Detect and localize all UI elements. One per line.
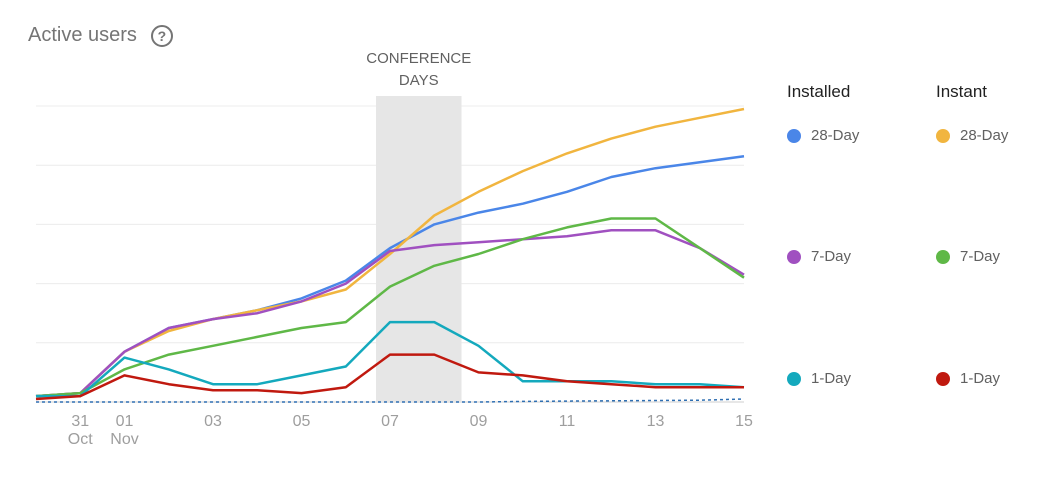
x-tick-label: 03 bbox=[204, 413, 222, 430]
legend-dot-icon bbox=[787, 371, 801, 386]
legend-instant-header: Instant bbox=[936, 82, 988, 101]
legend-item-instant-1-day[interactable]: 1-Day bbox=[936, 370, 1000, 387]
legend-dot-icon bbox=[936, 371, 950, 386]
series-line-baseline bbox=[36, 398, 745, 403]
legend-item-installed-28-day[interactable]: 28-Day bbox=[787, 127, 859, 144]
chart-title: Active users bbox=[28, 24, 137, 46]
legend-label: 28-Day bbox=[811, 127, 860, 144]
legend-item-instant-28-day[interactable]: 28-Day bbox=[936, 127, 1008, 144]
x-tick-label: 31 bbox=[71, 413, 89, 430]
x-tick-label-month: Oct bbox=[68, 431, 93, 448]
legend-dot-icon bbox=[936, 249, 950, 264]
chart-title-row: Active users ? bbox=[28, 24, 173, 47]
annotation-label-line2: DAYS bbox=[399, 72, 439, 89]
legend-item-instant-7-day[interactable]: 7-Day bbox=[936, 248, 1000, 265]
x-tick-label: 09 bbox=[470, 413, 488, 430]
legend-instant: Instant bbox=[936, 82, 987, 102]
x-tick-label: 05 bbox=[293, 413, 311, 430]
legend-dot-icon bbox=[787, 249, 801, 264]
series-line-installed-1-day bbox=[36, 320, 745, 398]
legend-dot-icon bbox=[787, 128, 801, 143]
series-line-instant-28-day bbox=[35, 107, 745, 398]
series-line-instant-7-day bbox=[35, 217, 745, 398]
legend-item-installed-7-day[interactable]: 7-Day bbox=[787, 248, 851, 265]
x-tick-label: 15 bbox=[735, 413, 753, 430]
legend-installed-header: Installed bbox=[787, 82, 851, 101]
legend-installed: Installed bbox=[787, 82, 850, 102]
legend-label: 1-Day bbox=[960, 370, 1001, 387]
annotation-label-line1: CONFERENCE bbox=[366, 50, 471, 67]
series-line-instant-1-day bbox=[35, 353, 744, 401]
x-tick-label: 01 bbox=[116, 413, 134, 430]
x-tick-label: 07 bbox=[381, 413, 399, 430]
legend-label: 7-Day bbox=[960, 248, 1001, 265]
x-tick-label-month: Nov bbox=[110, 431, 138, 448]
x-tick-label: 11 bbox=[559, 413, 576, 430]
x-tick-label: 13 bbox=[647, 413, 665, 430]
legend-label: 7-Day bbox=[811, 248, 852, 265]
question-circle-icon[interactable]: ? bbox=[150, 24, 173, 47]
legend-dot-icon bbox=[936, 128, 950, 143]
legend-label: 1-Day bbox=[811, 370, 852, 387]
series-line-installed-7-day bbox=[35, 229, 745, 398]
legend-item-installed-1-day[interactable]: 1-Day bbox=[787, 370, 851, 387]
legend-label: 28-Day bbox=[960, 127, 1009, 144]
